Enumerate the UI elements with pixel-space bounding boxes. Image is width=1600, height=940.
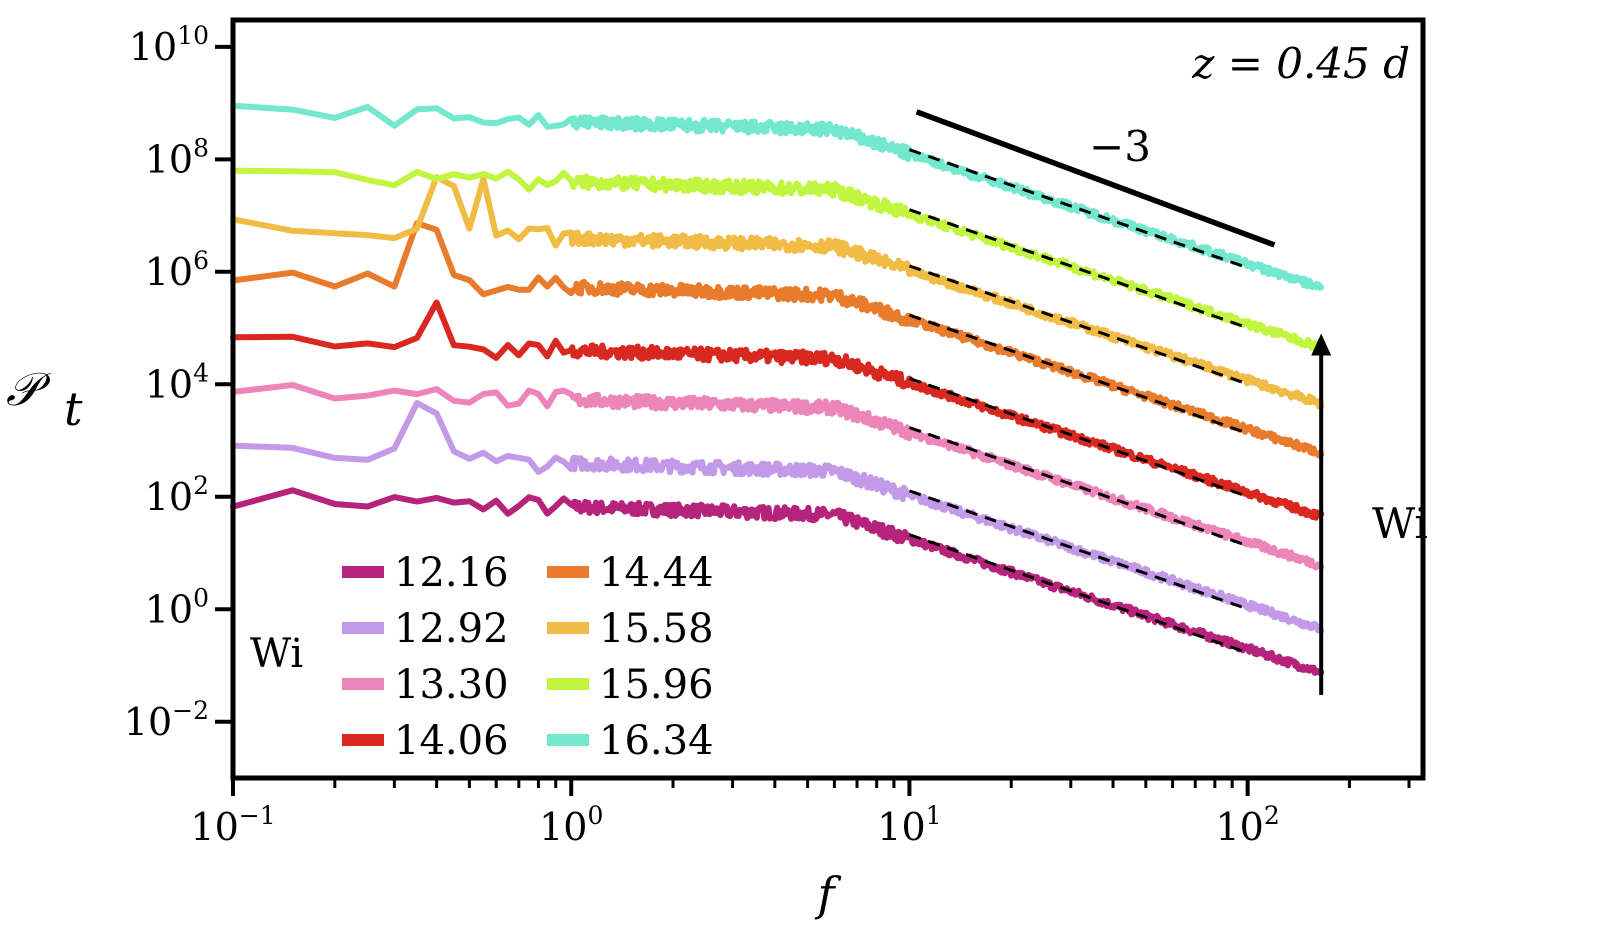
slope-label: −3 [1089, 122, 1151, 171]
series-line-15.96 [230, 167, 1325, 354]
x-tick-label-0: 10−1 [190, 801, 275, 849]
series-line-15.58 [230, 174, 1325, 410]
wi-arrow [1311, 333, 1332, 695]
x-tick-label-2: 101 [877, 801, 941, 849]
y-tick-label-1: 100 [145, 583, 209, 631]
series-layer [230, 102, 1325, 676]
series-line-14.06 [230, 299, 1325, 521]
legend-label-13.30: 13.30 [394, 662, 509, 708]
wi-arrow-label: Wi [1372, 499, 1428, 548]
y-axis-label-main: 𝒫 [6, 362, 51, 416]
series-line-16.34 [230, 102, 1325, 291]
y-tick-label-5: 108 [145, 133, 209, 181]
axes: 10−1 100 101 102 10−2 100 102 104 106 108 1010 [124, 21, 1411, 849]
legend: Wi 12.16 12.92 13.30 14.06 14.44 15.58 15.96 16… [250, 550, 714, 764]
series-line-12.92 [230, 400, 1325, 634]
y-tick-label-3: 104 [145, 358, 209, 406]
wi-arrow-head [1311, 333, 1332, 356]
series-line-14.44 [230, 220, 1325, 459]
plot-frame [230, 17, 1426, 781]
x-axis-label: f [814, 867, 841, 921]
legend-label-15.58: 15.58 [599, 606, 714, 652]
legend-label-12.92: 12.92 [394, 606, 509, 652]
legend-label-16.34: 16.34 [599, 718, 714, 764]
legend-label-12.16: 12.16 [394, 550, 509, 596]
position-annotation: z = 0.45 d [1191, 39, 1410, 88]
legend-title: Wi [250, 631, 303, 677]
x-tick-label-3: 102 [1216, 801, 1280, 849]
series-line-12.16 [230, 487, 1325, 676]
legend-label-14.44: 14.44 [599, 550, 714, 596]
y-tick-label-0: 10−2 [124, 696, 209, 744]
x-tick-label-1: 100 [539, 801, 603, 849]
series-line-13.30 [230, 382, 1325, 571]
y-axis-label-sub: t [64, 382, 83, 436]
y-tick-label-4: 106 [145, 246, 209, 294]
y-tick-label-2: 102 [145, 471, 209, 519]
y-tick-label-6: 1010 [129, 21, 209, 69]
legend-label-15.96: 15.96 [599, 662, 714, 708]
y-axis-label: 𝒫 t [6, 362, 83, 436]
slope-reference-line [915, 109, 1276, 248]
legend-label-14.06: 14.06 [394, 718, 509, 764]
